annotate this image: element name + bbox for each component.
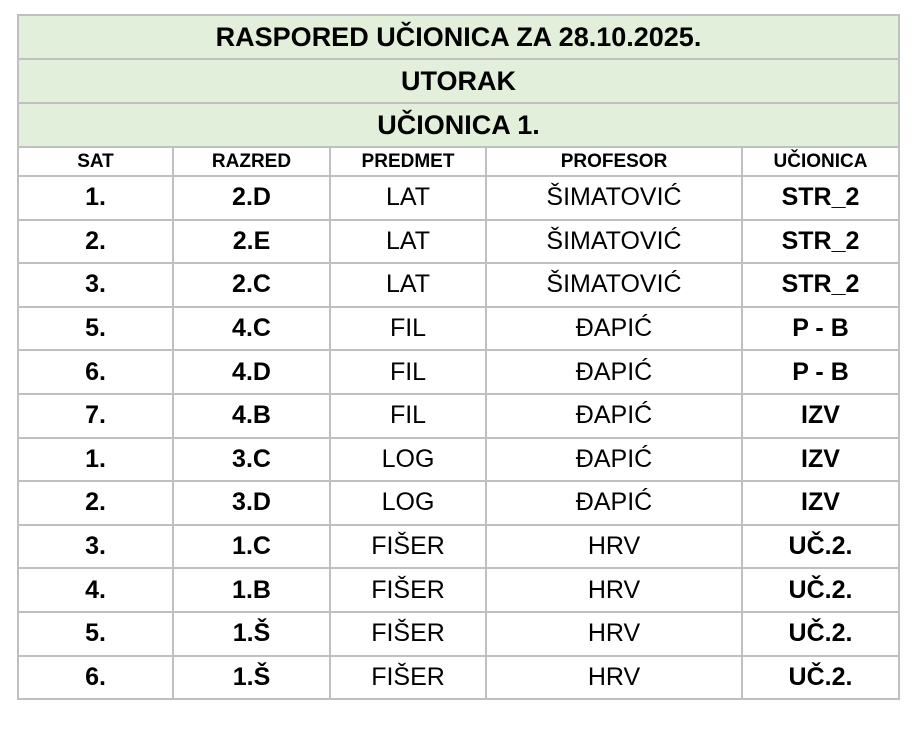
table-cell: 1.Š — [172, 654, 331, 701]
table-row: 1. 3.C LOG ĐAPIĆ IZV — [17, 436, 900, 483]
table-cell: 2. — [17, 480, 174, 526]
table-cell: UČ.2. — [741, 610, 900, 657]
column-header: SAT — [17, 146, 174, 177]
table-cell: 3.C — [172, 436, 331, 483]
column-header: UČIONICA — [741, 146, 900, 177]
table-body: RASPORED UČIONICA ZA 28.10.2025. UTORAK … — [17, 14, 900, 701]
table-cell: LAT — [329, 262, 487, 308]
table-cell: UČ.2. — [741, 523, 900, 570]
table-cell: UČ.2. — [741, 567, 900, 613]
table-cell: UČ.2. — [741, 654, 900, 701]
table-cell: ŠIMATOVIĆ — [485, 218, 743, 265]
table-cell: 2. — [17, 218, 174, 265]
table-cell: 3.D — [172, 480, 331, 526]
column-header: PROFESOR — [485, 146, 743, 177]
table-cell: P - B — [741, 349, 900, 395]
table-row: 4. 1.B FIŠER HRV UČ.2. — [17, 567, 900, 613]
table-cell: 1.B — [172, 567, 331, 613]
day: UTORAK — [17, 58, 900, 104]
title: RASPORED UČIONICA ZA 28.10.2025. — [17, 14, 900, 60]
table-row: 2. 2.E LAT ŠIMATOVIĆ STR_2 — [17, 218, 900, 265]
table-row: 2. 3.D LOG ĐAPIĆ IZV — [17, 480, 900, 526]
table-cell: FIL — [329, 392, 487, 439]
table-cell: 3. — [17, 262, 174, 308]
table-cell: IZV — [741, 436, 900, 483]
table-row: 1. 2.D LAT ŠIMATOVIĆ STR_2 — [17, 175, 900, 221]
schedule-table: RASPORED UČIONICA ZA 28.10.2025. UTORAK … — [17, 14, 900, 701]
table-cell: FIŠER — [329, 523, 487, 570]
header-row: SAT RAZRED PREDMET PROFESOR UČIONICA — [17, 146, 900, 177]
table-cell: ĐAPIĆ — [485, 305, 743, 352]
table-row: 6. 1.Š FIŠER HRV UČ.2. — [17, 654, 900, 701]
table-cell: FIŠER — [329, 654, 487, 701]
table-cell: ĐAPIĆ — [485, 436, 743, 483]
table-cell: FIL — [329, 305, 487, 352]
table-cell: 2.D — [172, 175, 331, 221]
table-cell: IZV — [741, 392, 900, 439]
table-cell: 2.E — [172, 218, 331, 265]
table-row: 6. 4.D FIL ĐAPIĆ P - B — [17, 349, 900, 395]
table-cell: LAT — [329, 218, 487, 265]
table-cell: 1. — [17, 175, 174, 221]
table-cell: STR_2 — [741, 175, 900, 221]
table-cell: LOG — [329, 480, 487, 526]
column-header: RAZRED — [172, 146, 331, 177]
table-cell: ĐAPIĆ — [485, 480, 743, 526]
table-row: 5. 4.C FIL ĐAPIĆ P - B — [17, 305, 900, 352]
table-cell: HRV — [485, 654, 743, 701]
table-cell: 2.C — [172, 262, 331, 308]
table-cell: FIŠER — [329, 567, 487, 613]
table-cell: 6. — [17, 349, 174, 395]
table-cell: ŠIMATOVIĆ — [485, 262, 743, 308]
table-cell: IZV — [741, 480, 900, 526]
table-cell: LAT — [329, 175, 487, 221]
table-row: 5. 1.Š FIŠER HRV UČ.2. — [17, 610, 900, 657]
table-cell: HRV — [485, 610, 743, 657]
table-cell: ĐAPIĆ — [485, 392, 743, 439]
table-cell: ŠIMATOVIĆ — [485, 175, 743, 221]
table-cell: P - B — [741, 305, 900, 352]
table-cell: 7. — [17, 392, 174, 439]
table-cell: STR_2 — [741, 262, 900, 308]
table-row: 3. 1.C FIŠER HRV UČ.2. — [17, 523, 900, 570]
column-header: PREDMET — [329, 146, 487, 177]
table-cell: FIL — [329, 349, 487, 395]
table-cell: 1.C — [172, 523, 331, 570]
table-cell: 6. — [17, 654, 174, 701]
table-cell: 1. — [17, 436, 174, 483]
table-cell: 4.C — [172, 305, 331, 352]
table-row: 7. 4.B FIL ĐAPIĆ IZV — [17, 392, 900, 439]
table-cell: 4.D — [172, 349, 331, 395]
table-cell: HRV — [485, 567, 743, 613]
table-cell: 1.Š — [172, 610, 331, 657]
room: UČIONICA 1. — [17, 102, 900, 148]
table-cell: STR_2 — [741, 218, 900, 265]
table-cell: 5. — [17, 610, 174, 657]
table-row: 3. 2.C LAT ŠIMATOVIĆ STR_2 — [17, 262, 900, 308]
table-cell: ĐAPIĆ — [485, 349, 743, 395]
table-cell: 3. — [17, 523, 174, 570]
table-cell: 4. — [17, 567, 174, 613]
table-cell: HRV — [485, 523, 743, 570]
table-cell: LOG — [329, 436, 487, 483]
table-cell: 4.B — [172, 392, 331, 439]
table-cell: 5. — [17, 305, 174, 352]
table-cell: FIŠER — [329, 610, 487, 657]
